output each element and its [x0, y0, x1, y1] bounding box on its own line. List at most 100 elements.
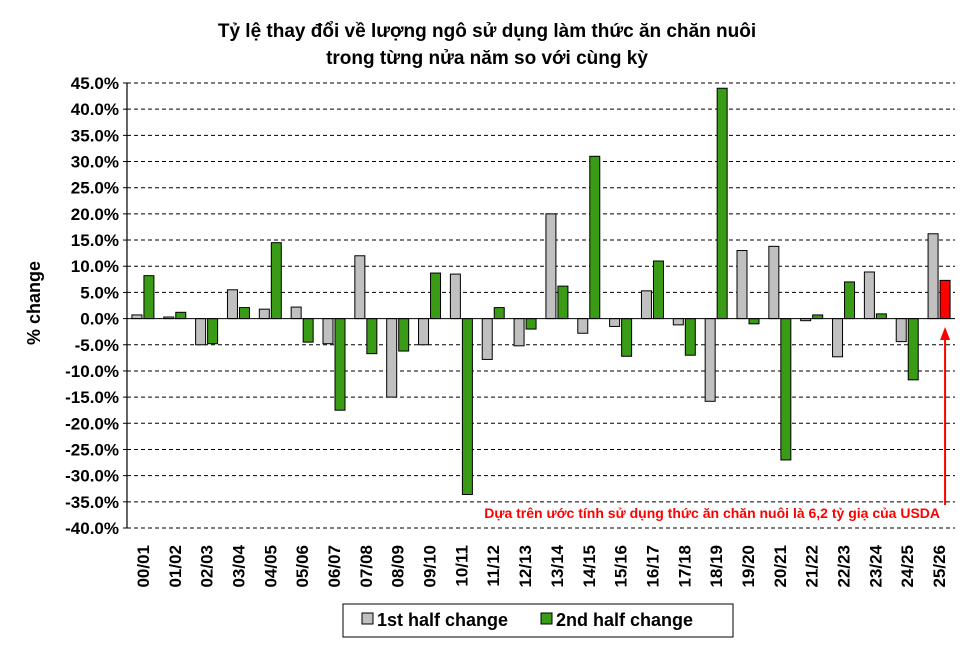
bar-2nd-half-20-21: [780, 318, 792, 461]
y-tick-label: -35.0%: [65, 493, 119, 512]
x-tick-label: 08/09: [389, 545, 408, 588]
bar-2nd-half-11-12: [493, 307, 505, 320]
bar-1st-half-22-23: [832, 318, 844, 358]
x-tick-label: 20/21: [771, 545, 790, 588]
y-tick-label: -20.0%: [65, 414, 119, 433]
bar-2nd-half-15-16: [621, 318, 633, 357]
annotation: Dựa trên ước tính sử dụng thức ăn chăn n…: [484, 327, 951, 521]
bar-2nd-half-06-07: [334, 318, 346, 411]
bar-2nd-half-08-09: [398, 318, 410, 352]
x-axis-ticks: 00/01 01/02 02/03 03/04 04/05 05/06 06/07 07/08…: [134, 544, 949, 587]
y-tick-label: 10.0%: [71, 257, 119, 276]
y-tick-label: 15.0%: [71, 231, 119, 250]
y-tick-label: 40.0%: [71, 100, 119, 119]
y-axis-ticks: 45.0% 40.0% 35.0% 30.0% 25.0% 20.0% 15.0% 10.0%…: [65, 74, 127, 538]
y-tick-label: 45.0%: [71, 74, 119, 93]
chart-title-line1: Tỷ lệ thay đổi về lượng ngô sử dụng làm …: [218, 21, 756, 42]
bar-1st-half-06-07: [322, 318, 334, 345]
x-tick-label: 11/12: [484, 545, 503, 587]
bar-1st-half-24-25: [895, 318, 907, 343]
bar-2nd-half-12-13: [525, 318, 537, 330]
x-tick-label: 04/05: [261, 545, 280, 588]
y-tick-label: 5.0%: [80, 283, 119, 302]
y-tick-label: -25.0%: [65, 440, 119, 459]
bar-2nd-half-05-06: [302, 318, 314, 343]
y-tick-label: 20.0%: [71, 205, 119, 224]
bar-1st-half-03-04: [226, 289, 238, 320]
bar-1st-half-12-13: [513, 318, 525, 347]
bar-1st-half-09-10: [418, 318, 430, 346]
bar-2nd-half-14-15: [589, 155, 601, 320]
y-tick-label: -10.0%: [65, 362, 119, 381]
bar-1st-half-25-26: [927, 233, 939, 320]
x-tick-label: 24/25: [898, 545, 917, 588]
bar-1st-half-04-05: [258, 308, 270, 320]
x-tick-label: 25/26: [930, 545, 949, 588]
x-tick-label: 14/15: [580, 545, 599, 588]
bar-1st-half-00-01: [131, 314, 143, 320]
x-tick-label: 03/04: [229, 544, 248, 587]
legend-swatch-1st-half: [361, 612, 374, 625]
bar-1st-half-20-21: [768, 245, 780, 320]
x-tick-label: 21/22: [803, 545, 822, 588]
x-tick-label: 13/14: [548, 544, 567, 587]
bar-1st-half-07-08: [354, 255, 366, 320]
bar-2nd-half-17-18: [684, 318, 696, 356]
bar-1st-half-14-15: [577, 318, 589, 334]
y-tick-label: 35.0%: [71, 126, 119, 145]
bar-2nd-half-04-05: [270, 242, 282, 320]
y-axis-label: % change: [24, 261, 44, 345]
bar-2nd-half-19-20: [748, 318, 760, 325]
bar-1st-half-05-06: [290, 306, 302, 320]
chart-title-line2: trong từng nửa năm so với cùng kỳ: [326, 48, 648, 69]
bar-2nd-half-03-04: [238, 307, 250, 320]
x-tick-label: 00/01: [134, 545, 153, 588]
x-tick-label: 07/08: [357, 545, 376, 588]
x-tick-label: 12/13: [516, 545, 535, 588]
bar-1st-half-15-16: [609, 318, 621, 327]
x-tick-label: 18/19: [707, 545, 726, 588]
x-tick-label: 17/18: [675, 545, 694, 588]
bar-2nd-half-07-08: [366, 318, 378, 355]
bar-1st-half-13-14: [545, 213, 557, 320]
x-tick-label: 09/10: [421, 545, 440, 588]
bar-2nd-half-16-17: [652, 260, 664, 320]
legend-label-2nd-half: 2nd half change: [556, 610, 693, 630]
bar-1st-half-08-09: [386, 318, 398, 398]
y-tick-label: 25.0%: [71, 179, 119, 198]
y-tick-label: -40.0%: [65, 519, 119, 538]
x-tick-label: 16/17: [643, 545, 662, 588]
x-tick-label: 05/06: [293, 545, 312, 588]
bar-1st-half-19-20: [736, 250, 748, 320]
bar-2nd-half-18-19: [716, 87, 728, 320]
legend: 1st half change 2nd half change: [342, 603, 734, 638]
annotation-arrow-head: [940, 327, 951, 340]
x-tick-label: 02/03: [198, 545, 217, 588]
bar-2nd-half-24-25: [907, 318, 919, 381]
y-tick-label: -5.0%: [75, 336, 119, 355]
x-tick-label: 06/07: [325, 545, 344, 588]
bar-1st-half-18-19: [704, 318, 716, 402]
legend-box: [342, 603, 734, 638]
bar-2nd-half-25-26: [939, 279, 951, 320]
bar-1st-half-02-03: [195, 318, 207, 346]
bar-2nd-half-13-14: [557, 285, 569, 320]
gridlines: [127, 82, 955, 529]
y-tick-label: 0.0%: [80, 310, 119, 329]
y-tick-label: -30.0%: [65, 467, 119, 486]
x-tick-label: 15/16: [612, 545, 631, 588]
bar-2nd-half-22-23: [844, 281, 856, 320]
bar-2nd-half-23-24: [875, 313, 887, 320]
y-tick-label: 30.0%: [71, 153, 119, 172]
legend-label-1st-half: 1st half change: [377, 610, 508, 630]
bar-1st-half-23-24: [863, 271, 875, 320]
bar-2nd-half-09-10: [430, 272, 442, 320]
bar-2nd-half-01-02: [175, 311, 187, 320]
bar-1st-half-10-11: [449, 273, 461, 320]
annotation-text: Dựa trên ước tính sử dụng thức ăn chăn n…: [484, 505, 940, 521]
x-tick-label: 10/11: [452, 545, 471, 587]
bar-2nd-half-02-03: [207, 318, 219, 345]
bar-2nd-half-00-01: [143, 275, 155, 320]
y-tick-label: -15.0%: [65, 388, 119, 407]
